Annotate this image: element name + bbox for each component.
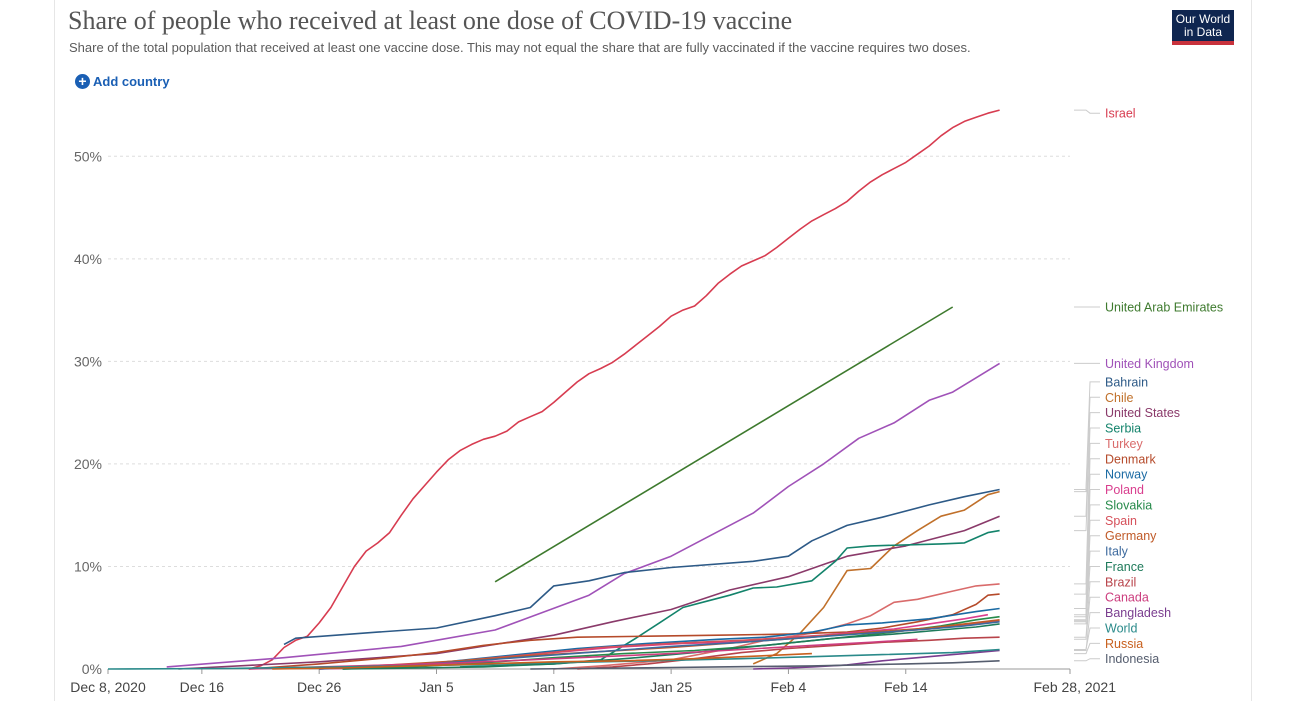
chart-title: Share of people who received at least on… bbox=[68, 6, 793, 35]
x-tick-label: Jan 15 bbox=[533, 679, 575, 695]
logo-line-2: in Data bbox=[1183, 25, 1223, 39]
series-label: Brazil bbox=[1105, 575, 1136, 589]
label-connector bbox=[1074, 581, 1100, 638]
add-country-button[interactable]: + Add country bbox=[75, 74, 170, 89]
series-line bbox=[577, 636, 1000, 670]
series-label: World bbox=[1105, 621, 1137, 635]
y-tick-label: 40% bbox=[74, 251, 102, 267]
series-line bbox=[248, 638, 918, 670]
label-connector bbox=[1074, 427, 1100, 532]
series-lines bbox=[107, 109, 1001, 670]
label-connector bbox=[1074, 412, 1100, 517]
owid-logo[interactable]: Our World in Data bbox=[1172, 10, 1234, 45]
x-tick-label: Dec 8, 2020 bbox=[70, 679, 146, 695]
series-line bbox=[342, 607, 1000, 669]
series-label: United Arab Emirates bbox=[1105, 301, 1223, 315]
series-label: Russia bbox=[1105, 637, 1143, 651]
label-connector bbox=[1074, 612, 1100, 651]
series-label: United States bbox=[1105, 406, 1180, 420]
series-label: Canada bbox=[1105, 591, 1149, 605]
series-label: Poland bbox=[1105, 483, 1144, 497]
series-label: United Kingdom bbox=[1105, 357, 1194, 371]
x-axis-ticks: Dec 8, 2020 Dec 16 Dec 26 Jan 5 Jan 15 Jan 25… bbox=[70, 669, 1116, 695]
label-connector bbox=[1074, 550, 1100, 623]
series-line bbox=[272, 652, 812, 670]
series-line bbox=[459, 529, 1000, 668]
x-tick-label: Feb 14 bbox=[884, 679, 928, 695]
series-label: Spain bbox=[1105, 514, 1137, 528]
series-labels: Israel United Arab Emirates United Kingdom… bbox=[1105, 107, 1223, 667]
series-line bbox=[494, 306, 954, 583]
series-label: Denmark bbox=[1105, 452, 1156, 466]
x-tick-label: Feb 28, 2021 bbox=[1033, 679, 1116, 695]
series-label: Israel bbox=[1105, 107, 1136, 121]
chart-frame bbox=[54, 0, 1252, 701]
series-line bbox=[342, 623, 1000, 670]
series-label: Italy bbox=[1105, 545, 1129, 559]
plus-circle-icon: + bbox=[75, 74, 90, 89]
series-line bbox=[178, 515, 1000, 670]
label-connector bbox=[1074, 642, 1100, 655]
x-tick-label: Dec 26 bbox=[297, 679, 342, 695]
series-line bbox=[530, 660, 1000, 670]
chart-subtitle: Share of the total population that recei… bbox=[69, 40, 971, 55]
series-label: Chile bbox=[1105, 391, 1134, 405]
label-connector bbox=[1074, 627, 1100, 650]
series-line bbox=[166, 362, 1001, 668]
label-connector bbox=[1074, 566, 1100, 625]
y-tick-label: 50% bbox=[74, 148, 102, 164]
series-label: Bahrain bbox=[1105, 375, 1148, 389]
grid-lines bbox=[108, 155, 1070, 670]
y-tick-label: 20% bbox=[74, 456, 102, 472]
series-label: France bbox=[1105, 560, 1144, 574]
label-connector bbox=[1074, 396, 1100, 493]
series-line bbox=[248, 109, 1000, 670]
y-tick-label: 10% bbox=[74, 558, 102, 574]
x-tick-label: Dec 16 bbox=[180, 679, 225, 695]
label-connectors bbox=[1074, 109, 1100, 662]
add-country-label: Add country bbox=[93, 74, 170, 89]
label-connector bbox=[1074, 658, 1100, 662]
series-label: Indonesia bbox=[1105, 652, 1159, 666]
series-label: Norway bbox=[1105, 468, 1148, 482]
x-tick-label: Feb 4 bbox=[771, 679, 807, 695]
label-connector bbox=[1074, 596, 1100, 640]
x-tick-label: Jan 5 bbox=[419, 679, 453, 695]
label-connector bbox=[1074, 109, 1100, 114]
y-axis-ticks: 0% 10% 20% 30% 40% 50% bbox=[74, 148, 102, 677]
y-tick-label: 0% bbox=[82, 661, 102, 677]
series-label: Serbia bbox=[1105, 422, 1141, 436]
series-line bbox=[283, 488, 1000, 646]
y-tick-label: 30% bbox=[74, 353, 102, 369]
series-label: Bangladesh bbox=[1105, 606, 1171, 620]
series-label: Slovakia bbox=[1105, 498, 1152, 512]
series-label: Germany bbox=[1105, 529, 1157, 543]
series-label: Turkey bbox=[1105, 437, 1143, 451]
x-tick-label: Jan 25 bbox=[650, 679, 692, 695]
logo-line-1: Our World bbox=[1175, 12, 1231, 26]
series-line bbox=[248, 593, 1000, 670]
series-line bbox=[753, 649, 1000, 670]
